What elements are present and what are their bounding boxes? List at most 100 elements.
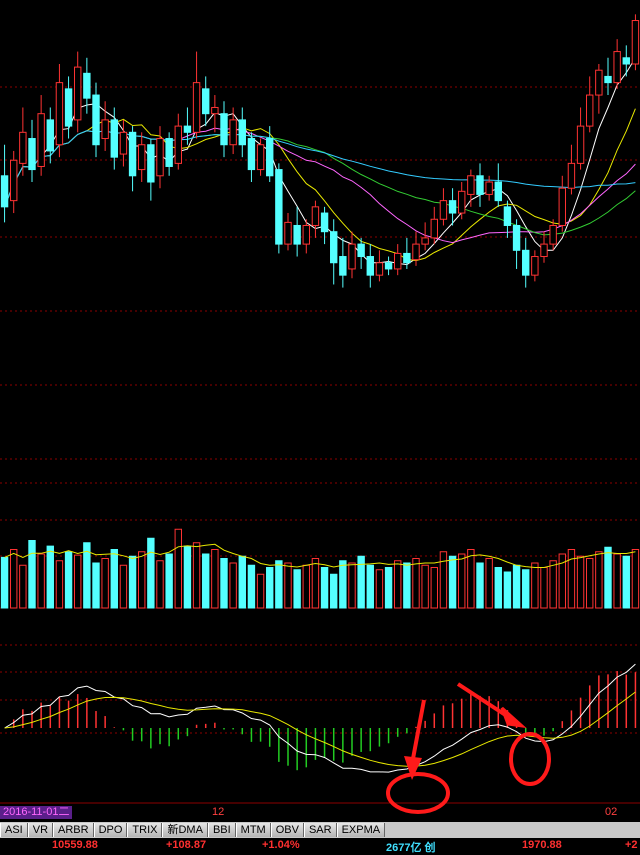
tab-asi[interactable]: ASI <box>0 823 28 837</box>
candle-body <box>595 69 603 96</box>
date-label: 2016-11-01二 <box>0 806 73 819</box>
candle-body <box>55 82 64 146</box>
tab-expma[interactable]: EXPMA <box>336 823 386 837</box>
candle-body <box>147 144 155 183</box>
volume-bar <box>458 553 466 609</box>
volume-bar <box>613 553 621 609</box>
volume-bar <box>83 542 91 609</box>
volume-bar <box>467 549 475 609</box>
volume-bar <box>220 558 228 609</box>
candle-body <box>138 144 146 171</box>
candle-body <box>522 249 530 276</box>
tab-trix[interactable]: TRIX <box>127 823 163 837</box>
volume-bar <box>211 549 219 609</box>
candle-body <box>92 94 100 146</box>
candle-body <box>74 66 82 121</box>
candle-body <box>458 190 466 214</box>
candle-body <box>558 187 566 226</box>
volume-bar <box>448 555 457 609</box>
volume-bar <box>595 551 603 609</box>
volume-bar <box>412 558 420 609</box>
tab-mtm[interactable]: MTM <box>235 823 271 837</box>
volume-bar <box>394 560 402 609</box>
volume-bar <box>46 545 54 609</box>
volume-bar <box>439 551 448 609</box>
volume-bar <box>147 537 155 609</box>
moving-average-lines <box>4 57 636 266</box>
candle-body <box>622 57 630 65</box>
candle-body <box>119 131 128 155</box>
circle-annotation-1 <box>386 772 450 814</box>
candle-body <box>330 231 338 264</box>
candle-body <box>476 175 484 195</box>
candle-body <box>293 224 301 245</box>
candle-body <box>211 106 219 115</box>
volume-bars <box>0 528 640 609</box>
tab-新dma[interactable]: 新DMA <box>162 823 208 837</box>
volume-bar <box>348 562 356 609</box>
volume-ma-line <box>4 543 636 568</box>
volume-bar <box>375 569 384 609</box>
candle-body <box>439 200 448 220</box>
volume-bar <box>256 573 265 609</box>
macd-dif-line <box>4 663 636 773</box>
tab-sar[interactable]: SAR <box>303 823 337 837</box>
candle-body <box>229 119 237 146</box>
candle-body <box>37 113 45 167</box>
volume-bar <box>576 555 585 609</box>
volume-bar <box>128 555 137 609</box>
volume-bar <box>64 551 73 609</box>
volume-bar <box>284 562 292 609</box>
ma-line-green <box>4 130 636 236</box>
volume-bar <box>494 567 502 609</box>
x-tick-12: 12 <box>212 806 225 818</box>
volume-bar <box>156 560 164 609</box>
tab-vr[interactable]: VR <box>27 823 54 837</box>
arrow-annotation-1 <box>404 699 426 780</box>
candle-body <box>266 138 274 177</box>
ma-line-yellow <box>4 108 636 262</box>
candle-body <box>256 144 265 171</box>
ma-line-magenta <box>4 127 636 244</box>
candle-body <box>128 131 137 177</box>
volume-bar <box>110 549 118 609</box>
tab-bbi[interactable]: BBI <box>207 823 236 837</box>
candle-body <box>83 72 91 99</box>
candle-body <box>339 256 347 276</box>
candle-body <box>604 75 612 84</box>
circle-annotation-2 <box>509 732 551 786</box>
candle-body <box>494 181 502 202</box>
candle-body <box>631 20 640 65</box>
candle-body <box>403 252 411 264</box>
volume-bar <box>165 553 173 609</box>
macd-indicator <box>4 663 637 773</box>
index-change-percent: +1.04% <box>262 839 300 851</box>
volume-bar <box>37 553 45 609</box>
volume-bar <box>55 560 64 609</box>
volume-bar <box>485 558 493 609</box>
volume-bar <box>202 553 210 609</box>
volume-bar <box>229 562 237 609</box>
volume-bar <box>101 558 109 609</box>
candle-body <box>165 138 173 167</box>
tab-dpo[interactable]: DPO <box>93 823 128 837</box>
volume-bar <box>183 545 192 609</box>
volume-bar <box>174 528 182 609</box>
volume-bar <box>138 551 146 609</box>
candle-body <box>275 169 283 245</box>
candle-body <box>613 51 621 84</box>
volume-bar <box>421 564 429 609</box>
volume-bar <box>320 567 329 609</box>
candle-body <box>586 94 594 127</box>
volume-bar <box>522 569 530 609</box>
volume-bar <box>622 555 630 609</box>
volume-bar <box>10 549 18 609</box>
candle-body <box>156 138 164 177</box>
grid-lines <box>0 86 640 804</box>
candle-body <box>512 224 521 251</box>
macd-dea-line <box>4 691 636 767</box>
tab-obv[interactable]: OBV <box>270 823 304 837</box>
volume-bar <box>384 567 393 609</box>
tab-arbr[interactable]: ARBR <box>53 823 94 837</box>
volume-bar <box>339 560 347 609</box>
